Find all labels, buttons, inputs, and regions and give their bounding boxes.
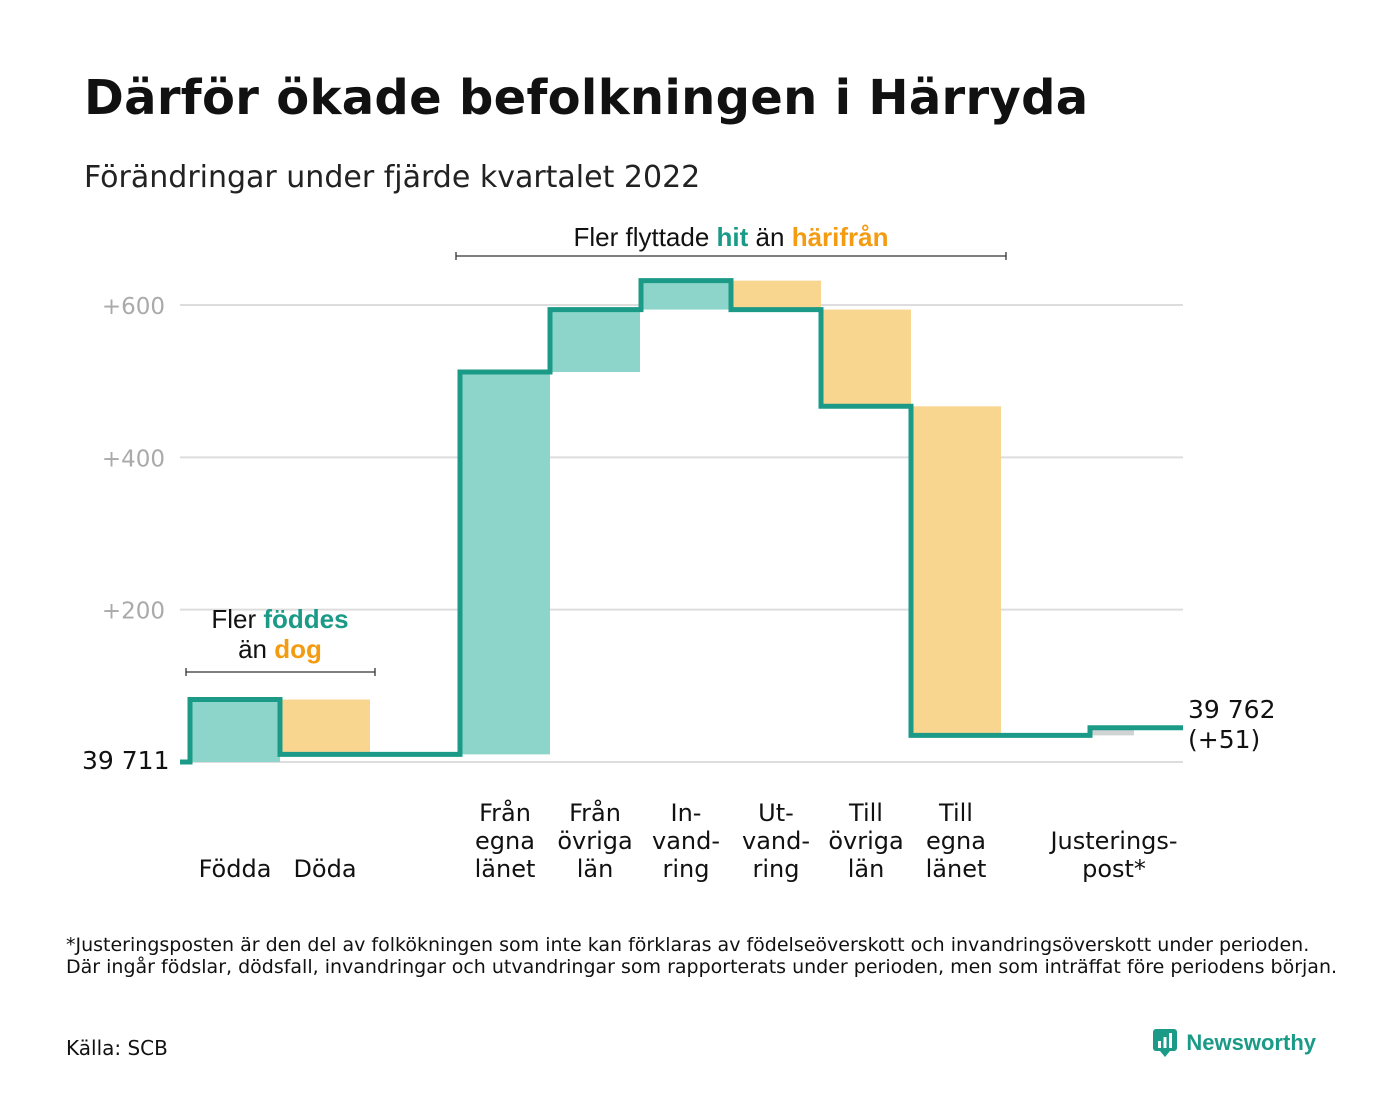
category-label: Till <box>848 799 883 827</box>
deaths-word: dog <box>274 634 322 664</box>
category-labels: Födda DödaFrånegnalänetFrånövrigalänIn-va… <box>199 798 1178 883</box>
migration-annotation: Fler flyttade hit än härifrån <box>455 222 1007 260</box>
bar-decrease <box>731 280 821 310</box>
brand-name: Newsworthy <box>1186 1030 1316 1055</box>
category-label: ring <box>753 855 800 883</box>
category-label: ring <box>663 855 710 883</box>
bar-increase <box>641 280 731 310</box>
bar-increase <box>550 309 640 373</box>
migration-annotation-text: Fler flyttade hit än härifrån <box>573 222 888 252</box>
cumulative-step-line <box>180 278 1183 765</box>
category-label: vand- <box>652 827 720 855</box>
category-label: Döda <box>293 855 356 883</box>
category-label: Födda <box>199 855 272 883</box>
y-tick-label: +600 <box>102 294 165 320</box>
chart-subtitle: Förändringar under fjärde kvartalet 2022 <box>84 160 701 195</box>
end-value-label: 39 762 <box>1188 695 1275 724</box>
migration-prefix: Fler flyttade <box>573 222 716 252</box>
category-label: länet <box>926 855 987 883</box>
start-value-label: 39 711 <box>82 746 169 775</box>
category-label: övriga <box>828 827 903 855</box>
category-label: post* <box>1082 855 1146 883</box>
category-label: Från <box>479 798 531 827</box>
category-label: egna <box>926 827 986 855</box>
bar-decrease <box>821 309 911 407</box>
bars <box>190 280 1134 762</box>
footnote: *Justeringsposten är den del av folkökni… <box>66 934 1338 978</box>
category-label: In- <box>671 799 702 827</box>
category-label: länet <box>475 855 536 883</box>
births-line1-prefix: Fler <box>211 604 263 634</box>
newsworthy-brand[interactable]: Newsworthy <box>1152 1028 1316 1058</box>
chart-title: Därför ökade befolkningen i Härryda <box>84 70 1089 126</box>
category-label: egna <box>475 827 535 855</box>
category-label: vand- <box>742 827 810 855</box>
category-label: Från <box>569 798 621 827</box>
category-label: län <box>577 855 614 883</box>
migration-in-word: hit <box>717 222 749 252</box>
births-line2-prefix: än <box>238 634 274 664</box>
y-tick-label: +400 <box>102 446 165 472</box>
bar-adjustment <box>1090 727 1134 736</box>
migration-out-word: härifrån <box>792 222 889 252</box>
births-word: föddes <box>263 604 348 634</box>
y-tick-label: +200 <box>102 599 165 625</box>
category-label: övriga <box>557 827 632 855</box>
grid-lines: +200 +400 +600 <box>102 294 1183 763</box>
births-annotation: Fler föddes än dog <box>185 604 376 676</box>
bar-increase <box>460 372 550 755</box>
category-label: Ut- <box>758 799 794 827</box>
bar-decrease <box>911 406 1001 736</box>
migration-middle: än <box>748 222 791 252</box>
end-change-label: (+51) <box>1188 725 1260 754</box>
births-annotation-line1: Fler föddes <box>211 604 348 634</box>
source-label: Källa: SCB <box>66 1036 168 1060</box>
newsworthy-logo-icon <box>1153 1029 1178 1057</box>
bar-increase <box>190 699 280 762</box>
bar-decrease <box>280 699 370 755</box>
category-label: län <box>848 855 885 883</box>
category-label: Till <box>938 799 973 827</box>
births-annotation-line2: än dog <box>238 634 322 664</box>
category-label: Justerings- <box>1048 827 1177 855</box>
waterfall-chart: +200+400+600 Födda DödaFrånegnalänetFrånö… <box>82 222 1275 883</box>
